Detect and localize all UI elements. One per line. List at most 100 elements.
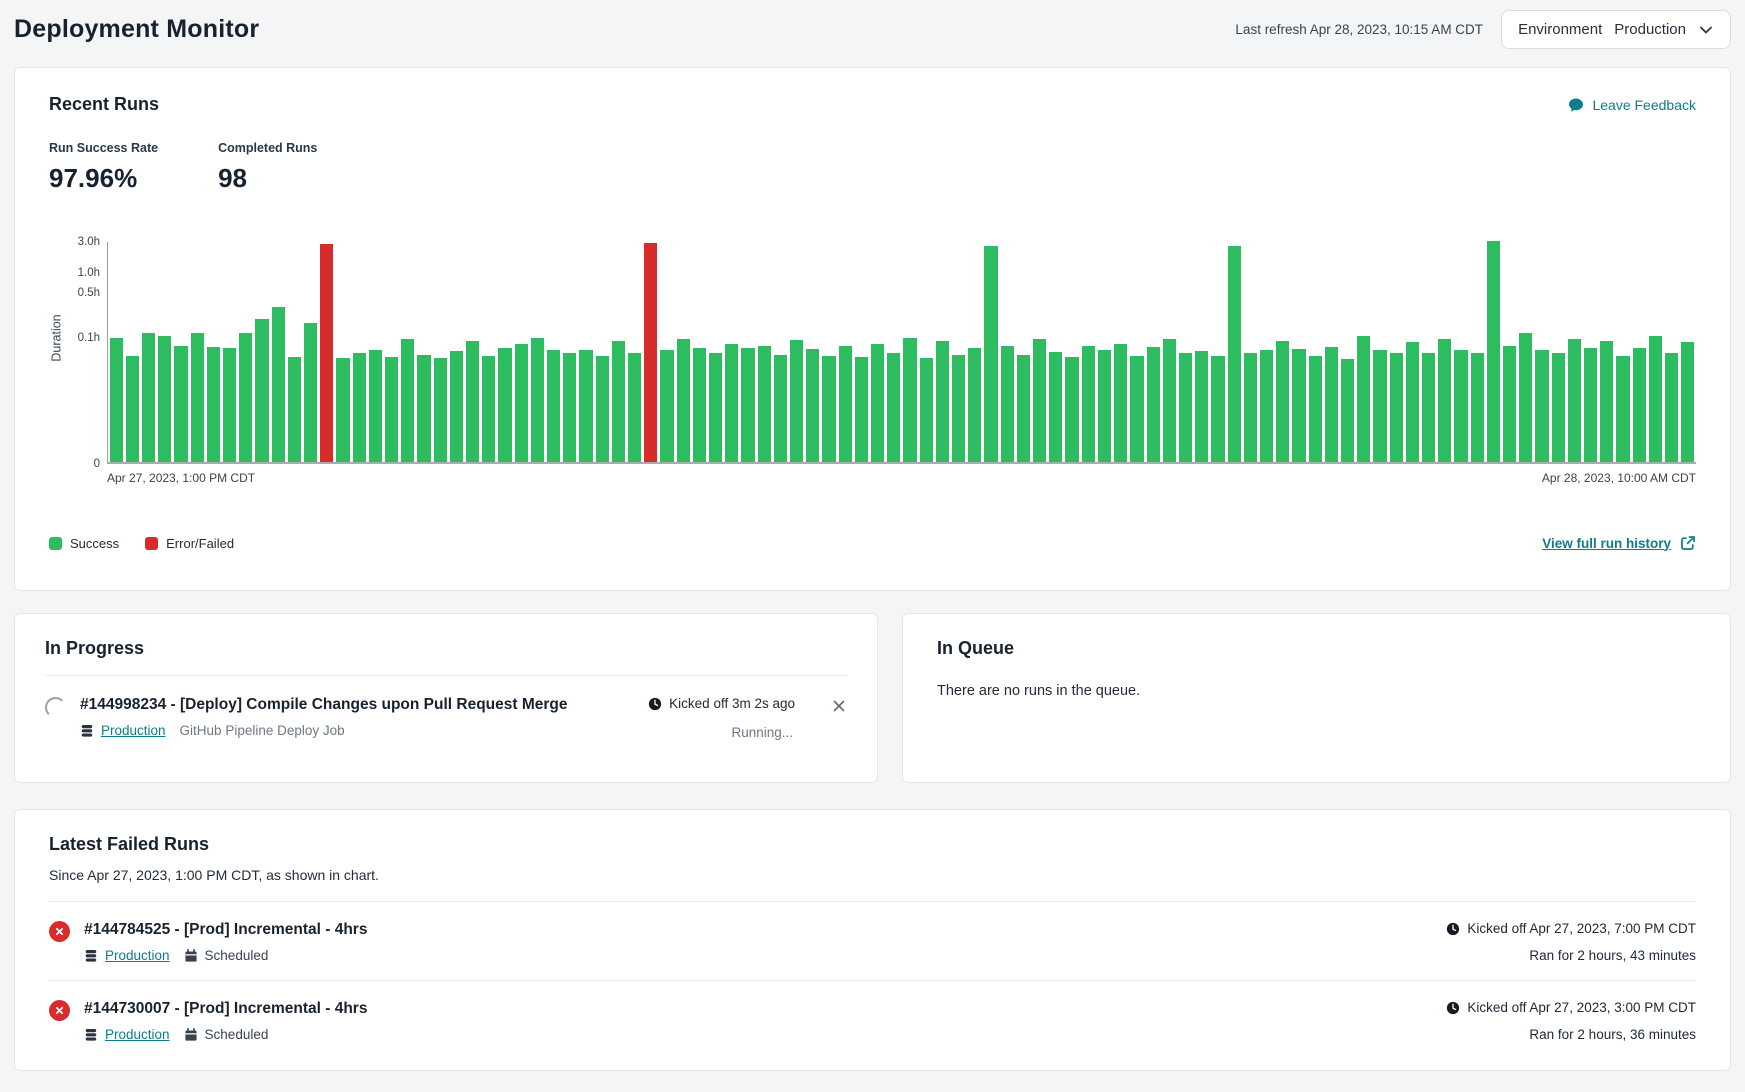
chart-bar[interactable]: [1519, 333, 1532, 462]
chart-bar[interactable]: [677, 339, 690, 462]
chart-bar[interactable]: [1390, 353, 1403, 462]
chart-bar[interactable]: [790, 340, 803, 462]
chart-bar[interactable]: [1454, 350, 1467, 462]
chart-bar[interactable]: [1665, 353, 1678, 462]
chart-bar[interactable]: [1325, 347, 1338, 462]
chart-bar[interactable]: [1487, 241, 1500, 462]
environment-dropdown[interactable]: Environment Production: [1501, 10, 1731, 49]
chart-bar[interactable]: [1195, 351, 1208, 462]
chart-bar[interactable]: [1471, 353, 1484, 462]
chart-bar[interactable]: [1179, 353, 1192, 462]
chart-bar[interactable]: [1552, 353, 1565, 462]
chart-bar[interactable]: [1309, 356, 1322, 462]
close-icon[interactable]: [831, 698, 847, 714]
chart-bar[interactable]: [1147, 347, 1160, 462]
chart-bar[interactable]: [531, 338, 544, 463]
chart-bar[interactable]: [1373, 350, 1386, 462]
chart-bar[interactable]: [353, 353, 366, 462]
chart-bar[interactable]: [1130, 356, 1143, 462]
chart-bar[interactable]: [320, 244, 333, 462]
chart-bar[interactable]: [1276, 341, 1289, 462]
chart-bar[interactable]: [984, 246, 997, 462]
chart-bar[interactable]: [1211, 356, 1224, 462]
chart-bar[interactable]: [515, 344, 528, 462]
chart-bar[interactable]: [1535, 350, 1548, 463]
chart-bar[interactable]: [142, 333, 155, 462]
chart-bar[interactable]: [806, 349, 819, 462]
chart-bar[interactable]: [191, 333, 204, 462]
chart-bar[interactable]: [612, 341, 625, 462]
chart-bar[interactable]: [288, 357, 301, 462]
chart-bar[interactable]: [158, 336, 171, 462]
chart-bar[interactable]: [369, 350, 382, 462]
chart-bar[interactable]: [1633, 348, 1646, 462]
view-full-run-history-link[interactable]: View full run history: [1542, 535, 1696, 551]
chart-bar[interactable]: [563, 353, 576, 462]
chart-bar[interactable]: [822, 356, 835, 462]
chart-bar[interactable]: [466, 341, 479, 462]
chart-bar[interactable]: [903, 338, 916, 463]
chart-bar[interactable]: [1228, 246, 1241, 462]
chart-bar[interactable]: [1033, 339, 1046, 462]
chart-bar[interactable]: [1503, 346, 1516, 462]
chart-bar[interactable]: [660, 350, 673, 462]
chart-bar[interactable]: [596, 356, 609, 462]
chart-bar[interactable]: [839, 346, 852, 462]
chart-bar[interactable]: [1049, 352, 1062, 462]
chart-bar[interactable]: [1244, 353, 1257, 462]
chart-bar[interactable]: [272, 307, 285, 462]
chart-bar[interactable]: [547, 350, 560, 462]
chart-bar[interactable]: [417, 355, 430, 463]
chart-bar[interactable]: [1406, 342, 1419, 462]
environment-link[interactable]: Production: [84, 1027, 170, 1042]
chart-bar[interactable]: [1438, 339, 1451, 462]
chart-bar[interactable]: [1584, 348, 1597, 462]
chart-bar[interactable]: [741, 348, 754, 462]
chart-bar[interactable]: [693, 348, 706, 462]
chart-bar[interactable]: [1292, 349, 1305, 462]
environment-link[interactable]: Production: [84, 948, 170, 963]
chart-bar[interactable]: [920, 358, 933, 462]
chart-bar[interactable]: [498, 348, 511, 462]
chart-bar[interactable]: [952, 355, 965, 463]
chart-bar[interactable]: [1422, 353, 1435, 462]
chart-bar[interactable]: [1341, 359, 1354, 462]
chart-bar[interactable]: [255, 319, 268, 462]
chart-bar[interactable]: [774, 355, 787, 463]
chart-bar[interactable]: [482, 356, 495, 462]
chart-bar[interactable]: [855, 357, 868, 462]
chart-bar[interactable]: [968, 348, 981, 462]
chart-bar[interactable]: [1017, 355, 1030, 463]
chart-bar[interactable]: [579, 350, 592, 463]
chart-bar[interactable]: [1001, 346, 1014, 462]
chart-bar[interactable]: [1098, 350, 1111, 463]
chart-bar[interactable]: [126, 356, 139, 462]
chart-bar[interactable]: [1600, 341, 1613, 462]
chart-bar[interactable]: [174, 346, 187, 462]
chart-bar[interactable]: [401, 339, 414, 462]
chart-bar[interactable]: [207, 347, 220, 462]
chart-bar[interactable]: [336, 358, 349, 462]
chart-bar[interactable]: [1163, 339, 1176, 462]
chart-bar[interactable]: [450, 351, 463, 462]
chart-bar[interactable]: [1114, 344, 1127, 462]
leave-feedback-link[interactable]: Leave Feedback: [1568, 97, 1696, 113]
chart-bar[interactable]: [304, 323, 317, 462]
chart-bar[interactable]: [110, 338, 123, 463]
chart-bar[interactable]: [1649, 336, 1662, 462]
chart-bar[interactable]: [1568, 339, 1581, 462]
chart-bar[interactable]: [871, 344, 884, 462]
chart-bar[interactable]: [239, 333, 252, 462]
chart-bar[interactable]: [1616, 356, 1629, 462]
chart-bar[interactable]: [1082, 346, 1095, 462]
chart-bar[interactable]: [1065, 357, 1078, 462]
chart-bar[interactable]: [1260, 350, 1273, 462]
chart-bar[interactable]: [434, 358, 447, 462]
chart-bar[interactable]: [887, 353, 900, 462]
chart-bar[interactable]: [758, 346, 771, 462]
chart-bar[interactable]: [1357, 336, 1370, 462]
chart-bar[interactable]: [936, 341, 949, 462]
chart-bar[interactable]: [644, 243, 657, 462]
chart-bar[interactable]: [628, 353, 641, 462]
chart-bar[interactable]: [709, 353, 722, 462]
